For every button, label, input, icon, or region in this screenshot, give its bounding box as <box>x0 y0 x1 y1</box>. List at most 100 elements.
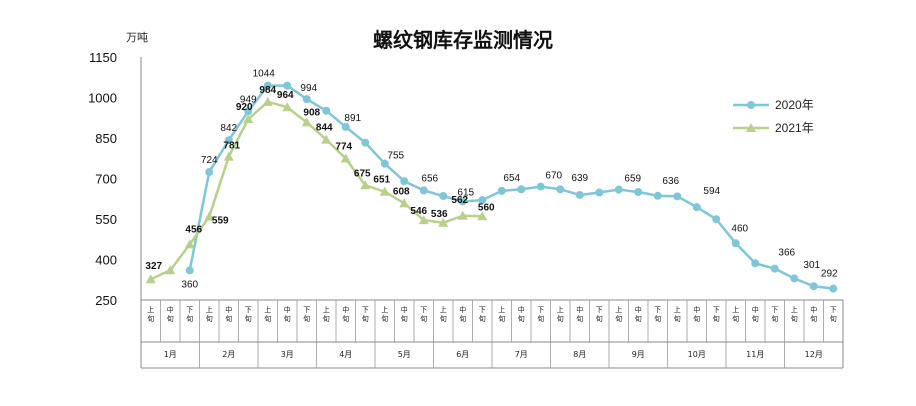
data-point <box>165 265 176 275</box>
x-period-label: 中旬 <box>167 305 174 323</box>
x-period-char: 旬 <box>245 314 252 323</box>
x-period-char: 旬 <box>771 314 778 323</box>
x-period-char: 旬 <box>167 314 174 323</box>
data-label: 755 <box>387 151 404 162</box>
x-period-label: 下旬 <box>303 306 310 323</box>
x-month-label: 8月 <box>573 350 586 359</box>
data-point <box>438 217 449 227</box>
x-period-char: 旬 <box>342 314 349 323</box>
data-label: 670 <box>545 171 562 182</box>
data-label: 949 <box>240 94 257 105</box>
data-point <box>340 153 351 163</box>
data-label: 562 <box>451 195 468 206</box>
x-period-char: 旬 <box>830 314 837 323</box>
data-label: 327 <box>145 261 162 272</box>
x-period-label: 上旬 <box>381 305 388 323</box>
data-point <box>399 198 410 208</box>
data-label: 456 <box>185 224 202 235</box>
data-point <box>653 191 662 200</box>
x-period-label: 中旬 <box>752 305 759 323</box>
x-month-label: 7月 <box>515 350 528 359</box>
x-period-label: 中旬 <box>284 305 291 323</box>
x-period-char: 旬 <box>498 314 505 323</box>
data-point <box>790 274 799 283</box>
x-period-char: 下 <box>303 306 310 314</box>
x-period-char: 旬 <box>381 314 388 323</box>
y-tick-label: 400 <box>95 253 117 268</box>
x-period-char: 旬 <box>557 314 564 323</box>
x-period-char: 下 <box>654 306 661 314</box>
x-period-char: 下 <box>245 306 252 314</box>
x-period-char: 上 <box>498 305 505 314</box>
series-line-1 <box>150 100 483 281</box>
data-point <box>302 95 311 104</box>
x-period-label: 中旬 <box>342 305 349 323</box>
x-period-char: 下 <box>596 306 603 314</box>
data-point <box>809 282 818 291</box>
chart-title: 螺纹钢库存监测情况 <box>373 28 553 52</box>
data-point <box>321 134 332 144</box>
x-period-char: 旬 <box>264 314 271 323</box>
data-point <box>478 196 487 205</box>
x-period-char: 下 <box>537 306 544 314</box>
data-label: 984 <box>259 85 276 96</box>
y-tick-label: 550 <box>95 212 117 227</box>
y-axis-unit: 万吨 <box>126 31 148 44</box>
x-period-char: 中 <box>752 305 759 314</box>
data-label: 651 <box>373 175 390 186</box>
y-tick-label: 250 <box>95 293 117 308</box>
x-period-char: 下 <box>420 306 427 314</box>
data-label: 301 <box>803 260 820 271</box>
data-label: 659 <box>624 174 641 185</box>
data-label: 536 <box>431 209 448 220</box>
data-point <box>204 211 215 221</box>
x-month-label: 5月 <box>398 350 411 359</box>
x-period-label: 上旬 <box>323 305 330 323</box>
x-period-label: 下旬 <box>596 306 603 323</box>
x-month-label: 10月 <box>688 350 706 359</box>
x-period-char: 上 <box>557 305 564 314</box>
x-month-label: 1月 <box>164 350 177 359</box>
data-point <box>731 239 740 248</box>
data-label: 994 <box>300 83 317 94</box>
x-period-char: 旬 <box>225 314 232 323</box>
legend: 2020年 2021年 <box>733 98 814 135</box>
x-period-label: 中旬 <box>576 305 583 323</box>
data-point <box>243 114 254 124</box>
x-period-char: 旬 <box>206 314 213 323</box>
x-period-label: 中旬 <box>693 305 700 323</box>
x-period-char: 中 <box>693 305 700 314</box>
x-period-char: 旬 <box>654 314 661 323</box>
x-period-label: 上旬 <box>440 305 447 323</box>
x-period-char: 旬 <box>732 314 739 323</box>
x-period-label: 中旬 <box>810 305 817 323</box>
data-label: 639 <box>571 173 588 184</box>
x-period-char: 旬 <box>284 314 291 323</box>
x-period-char: 上 <box>791 305 798 314</box>
data-label: 615 <box>457 187 474 198</box>
series-line-0 <box>188 84 834 290</box>
y-tick-label: 1000 <box>88 91 117 106</box>
data-label: 559 <box>212 216 229 227</box>
x-period-char: 下 <box>362 306 369 314</box>
data-point <box>556 185 565 194</box>
x-period-label: 下旬 <box>245 306 252 323</box>
data-point <box>262 96 273 106</box>
data-point <box>360 180 371 190</box>
y-tick-labels: 250 400 550 700 850 1000 1150 <box>88 50 117 308</box>
x-period-label: 中旬 <box>225 305 232 323</box>
data-label: 908 <box>303 107 320 118</box>
data-point <box>282 102 293 112</box>
data-point <box>712 215 721 224</box>
data-point <box>595 188 604 197</box>
x-period-char: 上 <box>674 305 681 314</box>
data-point <box>263 81 272 90</box>
legend-label: 2020年 <box>775 98 814 112</box>
data-label: 360 <box>181 279 198 290</box>
data-point <box>400 177 409 186</box>
data-point <box>418 215 429 225</box>
x-period-label: 上旬 <box>147 305 154 323</box>
x-period-char: 上 <box>440 305 447 314</box>
x-period-label: 下旬 <box>537 306 544 323</box>
